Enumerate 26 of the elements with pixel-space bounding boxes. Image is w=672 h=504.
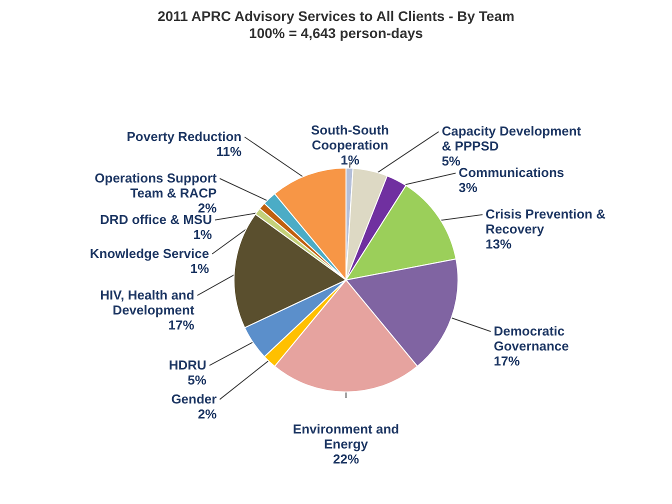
slice-label: HIV, Health and Development (100, 287, 195, 318)
chart-subtitle: 100% = 4,643 person-days (249, 25, 424, 41)
data-label: 5% (442, 154, 461, 169)
data-label: 22% (332, 452, 360, 466)
slice-label: Crisis Prevention & Recovery (486, 206, 606, 237)
slice-label: Democratic Governance (494, 323, 569, 354)
slice-label: Communications (458, 165, 564, 180)
chart-title: 2011 APRC Advisory Services to All Clients - By Team (158, 8, 514, 24)
slice-label: South-South Cooperation (310, 122, 390, 153)
data-label: 11% (216, 144, 242, 159)
data-label: 17% (168, 317, 195, 332)
slice-label: Capacity Development & PPPSD (442, 124, 582, 154)
slice-label: Poverty Reduction (126, 128, 242, 144)
slice-label: Environment and Energy (292, 422, 400, 452)
slice-label: HDRU (168, 357, 206, 372)
data-label: 1% (340, 152, 360, 168)
slice-label: Gender (171, 391, 217, 406)
data-label: 3% (458, 180, 478, 196)
data-label: 17% (494, 353, 520, 368)
data-label: 5% (188, 372, 207, 388)
data-label: 2% (198, 406, 218, 422)
slice-label: Knowledge Service (90, 246, 210, 261)
data-label: 1% (193, 226, 212, 242)
data-label: 13% (486, 236, 512, 252)
slice-label: Operations Support Team & RACP (94, 170, 218, 200)
data-label: 1% (190, 260, 210, 276)
